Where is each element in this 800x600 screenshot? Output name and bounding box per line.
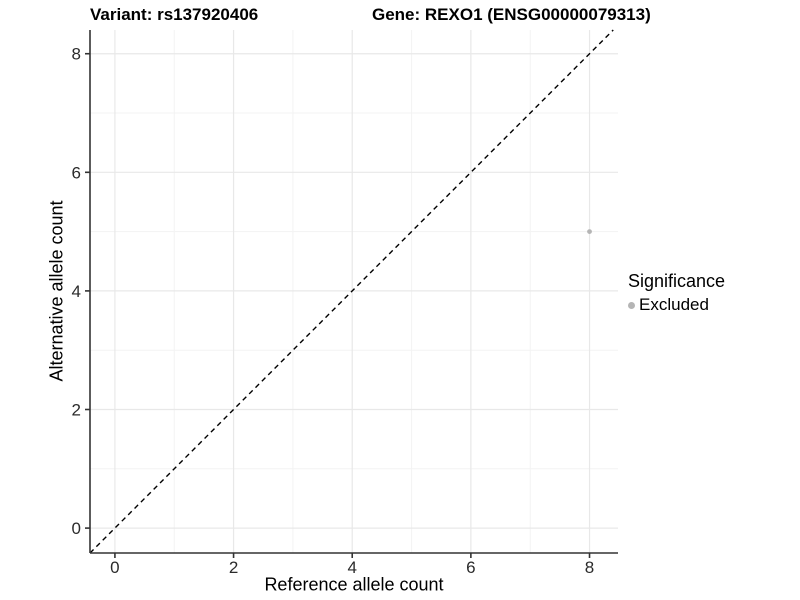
y-tick-label: 8 — [72, 45, 81, 64]
x-tick-label: 2 — [229, 558, 238, 577]
gene-title: Gene: REXO1 (ENSG00000079313) — [372, 5, 651, 24]
legend-item-label: Excluded — [639, 295, 709, 314]
legend: Significance Excluded — [628, 271, 725, 315]
y-tick-label: 4 — [72, 282, 81, 301]
legend-title: Significance — [628, 271, 726, 291]
y-axis-title: Alternative allele count — [46, 200, 67, 382]
x-tick-label: 0 — [110, 558, 119, 577]
y-tick-label: 0 — [72, 519, 81, 538]
x-tick-label: 6 — [466, 558, 475, 577]
x-axis-title: Reference allele count — [264, 574, 444, 595]
data-point — [587, 229, 592, 235]
identity-line — [89, 29, 614, 554]
x-tick-label: 4 — [347, 558, 356, 577]
x-tick-label: 8 — [585, 558, 594, 577]
variant-title: Variant: rs137920406 — [90, 5, 259, 24]
y-tick-label: 2 — [72, 401, 81, 420]
legend-item-excluded: Excluded — [628, 295, 725, 315]
y-tick-label: 6 — [72, 163, 81, 182]
excluded-point-icon — [628, 301, 635, 309]
